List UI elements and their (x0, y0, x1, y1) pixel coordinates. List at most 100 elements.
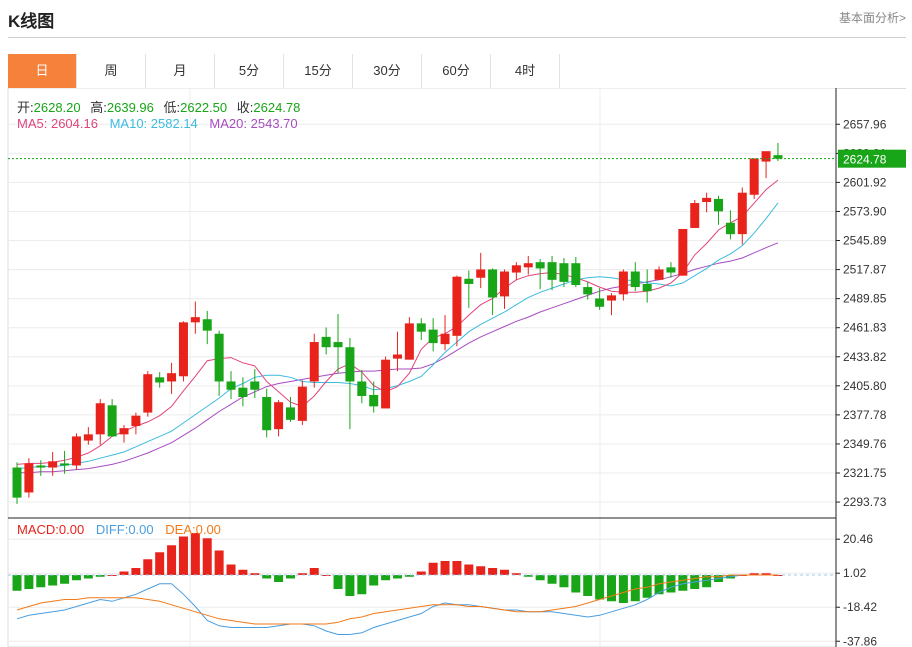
candle-body (476, 269, 486, 278)
tab-60min[interactable]: 60分 (422, 54, 491, 88)
macd-bar (297, 573, 307, 575)
macd-bar (202, 538, 212, 575)
candle-body (107, 405, 117, 437)
price-tick-label: 2349.76 (843, 437, 887, 451)
candle-body (297, 386, 307, 421)
diff-value: 0.00 (128, 522, 154, 537)
macd-bar (345, 575, 355, 596)
macd-bar (190, 533, 200, 575)
macd-bar (392, 575, 402, 579)
macd-tick-label: 20.46 (843, 532, 873, 546)
price-tick-label: 2321.75 (843, 466, 887, 480)
high-value: 2639.96 (106, 100, 154, 115)
macd-bar (678, 575, 688, 591)
candle-body (36, 465, 46, 468)
macd-bar (607, 575, 616, 602)
macd-panel (8, 533, 836, 635)
low-label: 低: (163, 100, 181, 115)
candle-body (559, 263, 569, 282)
macd-bar (618, 575, 628, 603)
macd-bar (167, 545, 177, 575)
candle-body (238, 387, 248, 398)
tab-week[interactable]: 周 (77, 54, 146, 88)
macd-tick-label: 1.02 (843, 566, 867, 580)
macd-bar (48, 575, 58, 586)
candle-body (678, 228, 688, 276)
macd-bar (749, 573, 759, 575)
candle-body (262, 397, 272, 431)
candle-body (24, 463, 34, 493)
ma5-label: MA5: (17, 116, 48, 131)
macd-bar (381, 575, 391, 581)
dea-line (16, 574, 778, 625)
candle-body (357, 381, 367, 396)
open-value: 2628.20 (33, 100, 81, 115)
candle-body (416, 323, 426, 332)
macd-bar (440, 561, 450, 575)
macd-bar (476, 566, 486, 575)
candle-body (690, 203, 700, 228)
ohlc-legend: 开:2628.20 高:2639.96 低:2622.50 收:2624.78 (17, 97, 300, 116)
macd-bar (357, 575, 367, 595)
chart-grid (8, 88, 836, 647)
tab-5min[interactable]: 5分 (215, 54, 284, 88)
macd-bar (571, 575, 581, 593)
candle-body (642, 283, 652, 292)
tab-day[interactable]: 日 (8, 54, 77, 88)
price-tick-label: 2657.96 (843, 117, 887, 131)
candle-body (404, 323, 414, 360)
macd-bar (119, 571, 129, 575)
candle-body (499, 271, 509, 297)
tab-30min[interactable]: 30分 (353, 54, 422, 88)
period-tabs: 日 周 月 5分 15分 30分 60分 4时 (8, 54, 906, 89)
candle-body (381, 359, 391, 409)
candle-body (12, 467, 22, 498)
macd-bar (60, 575, 70, 584)
candle-body (571, 263, 581, 285)
candle-body (440, 333, 450, 345)
candle-body (226, 381, 236, 390)
kline-chart[interactable]: 2657.962629.912601.922573.902545.892517.… (0, 88, 912, 647)
macd-value: 0.00 (58, 522, 85, 537)
macd-tick-label: -18.42 (843, 600, 877, 614)
macd-bar (262, 575, 272, 579)
candle-body (190, 317, 200, 323)
macd-bar (143, 559, 153, 575)
ma-legend: MA5: 2604.16 MA10: 2582.14 MA20: 2543.70 (17, 116, 298, 131)
macd-bar (369, 575, 379, 586)
candle-body (773, 155, 783, 159)
price-tick-label: 2377.78 (843, 408, 887, 422)
ma20-value: 2543.70 (250, 116, 298, 131)
macd-bar (24, 575, 34, 589)
candle-body (71, 436, 81, 466)
tab-4hour[interactable]: 4时 (491, 54, 560, 88)
ma10-value: 2582.14 (150, 116, 198, 131)
candle-body (714, 198, 724, 212)
macd-bar (499, 569, 509, 575)
dea-label: DEA: (165, 522, 196, 537)
candle-body (333, 342, 343, 348)
low-value: 2622.50 (180, 100, 228, 115)
tab-month[interactable]: 月 (146, 54, 215, 88)
macd-bar (464, 564, 474, 575)
candle-body (309, 342, 319, 382)
macd-bar (583, 575, 593, 596)
candle-body (547, 262, 557, 280)
macd-bar (274, 575, 284, 582)
price-tick-label: 2573.90 (843, 204, 887, 218)
dea-value: 0.00 (195, 522, 221, 537)
candle-body (428, 329, 438, 344)
fundamentals-link[interactable]: 基本面分析> (838, 11, 906, 25)
macd-bar (83, 575, 93, 579)
candle-body (535, 262, 545, 269)
macd-bar (535, 575, 545, 581)
candle-body (607, 295, 616, 301)
candle-body (595, 298, 605, 307)
header-divider (8, 37, 906, 38)
close-label: 收: (236, 100, 254, 115)
tab-15min[interactable]: 15分 (284, 54, 353, 88)
open-label: 开: (17, 100, 34, 115)
candles (8, 142, 836, 504)
candle-body (702, 197, 712, 203)
candle-body (369, 394, 379, 407)
